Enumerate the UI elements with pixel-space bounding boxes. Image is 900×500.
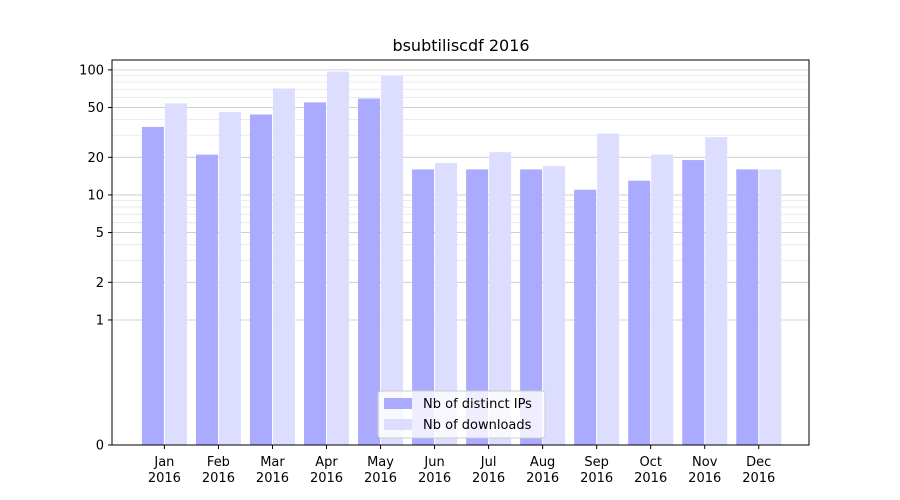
- bar-downloads-jun: [435, 163, 458, 445]
- x-tick-label: Nov 2016: [688, 455, 721, 486]
- bar-distinct-ips-jan: [141, 126, 164, 446]
- bar-downloads-jan: [164, 103, 187, 446]
- bar-distinct-ips-jun: [412, 169, 435, 445]
- legend: Nb of distinct IPs Nb of downloads: [377, 390, 546, 439]
- x-tick-label: Jan 2016: [148, 455, 181, 486]
- plot-frame: [111, 59, 810, 446]
- x-tick-label: Mar 2016: [256, 455, 289, 486]
- legend-swatch-distinct-ips: [384, 398, 412, 409]
- bar-distinct-ips-aug: [520, 169, 543, 445]
- bar-distinct-ips-apr: [304, 102, 327, 445]
- legend-label-downloads: Nb of downloads: [423, 418, 532, 433]
- bar-distinct-ips-feb: [195, 154, 218, 446]
- bars: [141, 71, 782, 446]
- legend-swatch-downloads: [384, 419, 412, 430]
- bar-downloads-oct: [651, 154, 674, 446]
- bar-distinct-ips-jul: [466, 169, 489, 445]
- bar-downloads-aug: [543, 166, 566, 445]
- y-tick-label: 0: [96, 439, 104, 454]
- bar-downloads-dec: [759, 169, 782, 445]
- y-tick-label: 10: [87, 188, 104, 203]
- x-tick-label: Oct 2016: [634, 455, 667, 486]
- y-tick-label: 5: [96, 226, 104, 241]
- x-tick-label: May 2016: [364, 455, 397, 486]
- x-axis-ticks: Jan 2016 Feb 2016 Mar 2016 Apr 2016 May 2016 Jun 20…: [148, 445, 775, 486]
- bar-downloads-feb: [218, 112, 241, 445]
- x-tick-label: Apr 2016: [310, 455, 343, 486]
- y-tick-label: 50: [87, 101, 104, 116]
- bar-distinct-ips-may: [358, 98, 381, 446]
- legend-frame: [377, 390, 546, 439]
- bar-downloads-nov: [705, 137, 728, 445]
- bar-downloads-mar: [272, 88, 295, 446]
- x-tick-label: Feb 2016: [202, 455, 235, 486]
- bar-downloads-sep: [597, 133, 620, 445]
- bar-downloads-jul: [489, 152, 512, 445]
- bar-downloads-may: [381, 75, 404, 446]
- x-tick-label: Sep 2016: [580, 455, 613, 486]
- bar-distinct-ips-nov: [682, 160, 705, 445]
- bar-downloads-apr: [327, 71, 350, 445]
- bar-distinct-ips-mar: [249, 114, 272, 445]
- chart-title: bsubtiliscdf 2016: [392, 36, 529, 55]
- x-tick-label: Aug 2016: [526, 455, 559, 486]
- x-tick-label: Jun 2016: [418, 455, 451, 486]
- y-tick-label: 2: [96, 276, 104, 291]
- legend-label-distinct-ips: Nb of distinct IPs: [423, 397, 532, 412]
- bar-distinct-ips-sep: [574, 189, 597, 445]
- bar-distinct-ips-dec: [736, 169, 759, 445]
- x-tick-label: Dec 2016: [742, 455, 775, 486]
- x-tick-label: Jul 2016: [472, 455, 505, 486]
- y-axis-ticks: 0 1 2 5 10 20 50 100: [79, 63, 112, 454]
- y-tick-label: 1: [96, 313, 104, 328]
- bar-distinct-ips-oct: [628, 180, 651, 445]
- y-tick-label: 20: [87, 151, 104, 166]
- y-tick-label: 100: [79, 63, 104, 78]
